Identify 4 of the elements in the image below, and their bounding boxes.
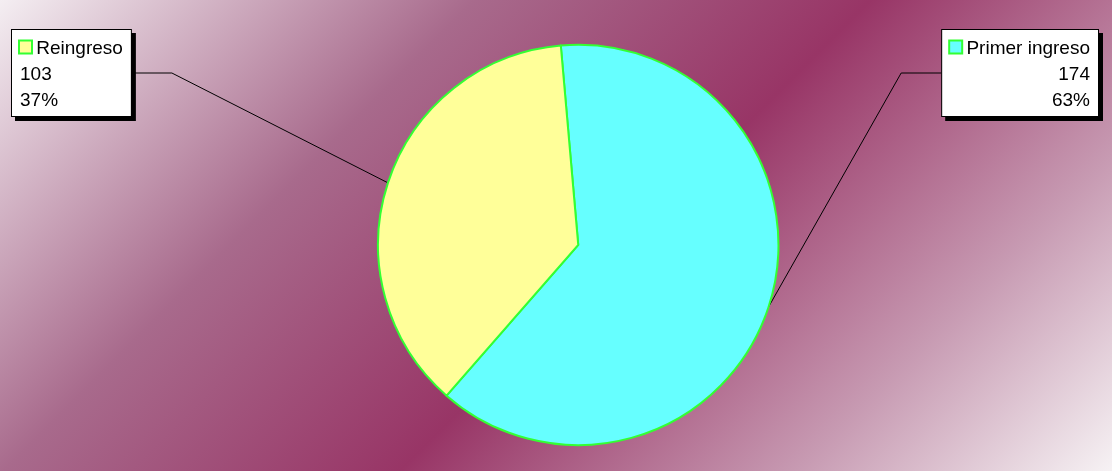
data-label: 174 63% (1051, 62, 1091, 110)
legend-label: Reingreso (31, 36, 123, 58)
legend-label: Primer ingreso (961, 36, 1090, 58)
data-label: 103 37% (20, 62, 59, 110)
